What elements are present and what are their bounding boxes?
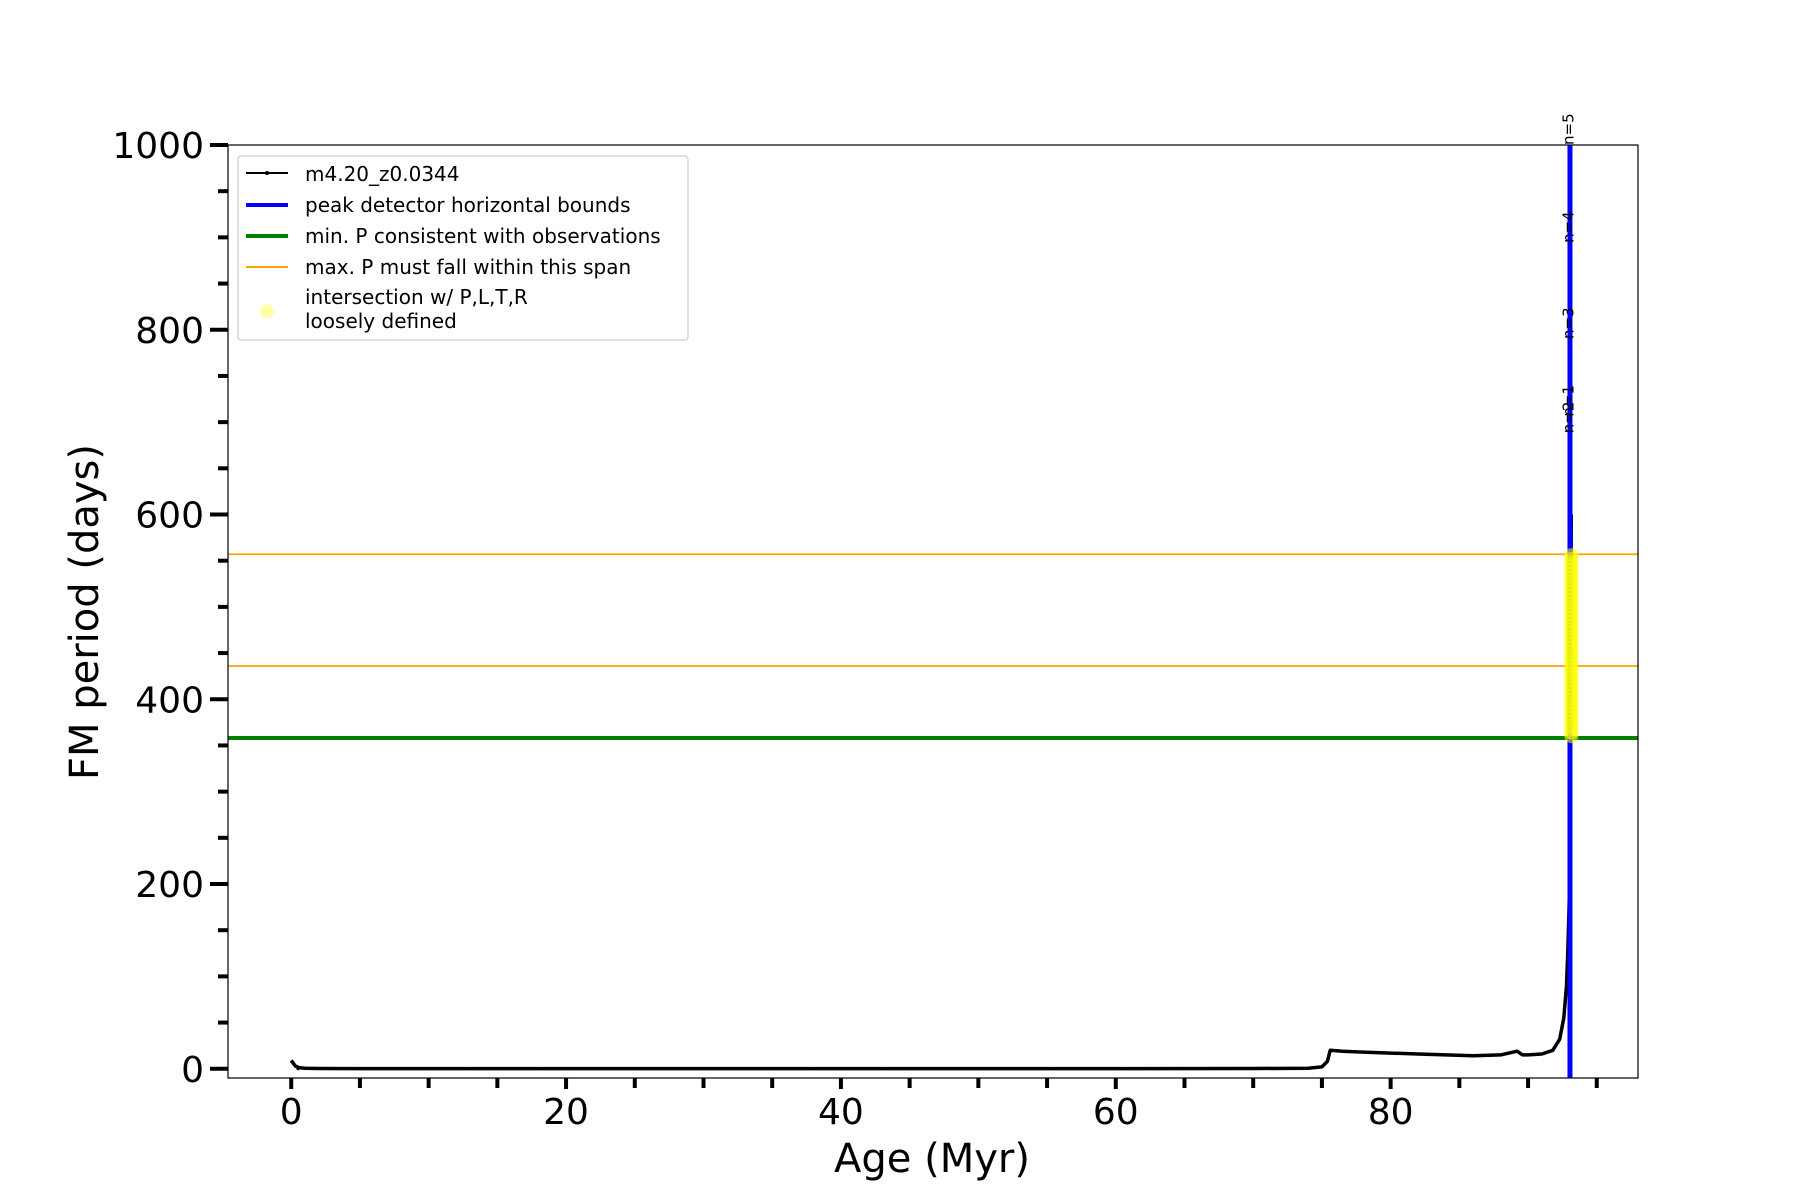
x-tick-label: 40	[818, 1092, 864, 1133]
series-marker	[399, 1066, 403, 1071]
y-tick-label: 1000	[112, 126, 204, 167]
series-marker	[502, 1066, 506, 1071]
legend-label-peak-bounds: peak detector horizontal bounds	[305, 193, 631, 217]
x-axis-ticks: 0 20 40 60 80	[280, 1078, 1599, 1133]
legend-entry-max-p: max. P must fall within this span	[246, 255, 631, 279]
series-layer	[289, 514, 1574, 1071]
x-tick-label: 60	[1093, 1092, 1139, 1133]
series-marker	[846, 1066, 850, 1071]
legend-entry-intersection: intersection w/ P,L,T,R loosely defined	[260, 285, 528, 333]
mode-annotation: n=1	[1559, 385, 1577, 417]
series-marker	[571, 1066, 575, 1071]
y-tick-label: 600	[135, 496, 204, 537]
y-axis-label: FM period (days)	[62, 444, 108, 780]
legend-label-min-p: min. P consistent with observations	[305, 224, 661, 248]
intersection-point	[1564, 548, 1579, 563]
series-marker	[1086, 1066, 1090, 1071]
series-marker	[743, 1066, 747, 1071]
legend-label-max-p: max. P must fall within this span	[305, 255, 631, 279]
x-tick-label: 20	[543, 1092, 589, 1133]
x-tick-label: 80	[1368, 1092, 1414, 1133]
series-marker	[1052, 1066, 1056, 1071]
series-marker	[296, 1066, 300, 1071]
mode-annotations: n=1n=2 n=3 n=4 n=5	[1559, 113, 1577, 433]
series-marker	[914, 1066, 919, 1071]
y-tick-label: 400	[135, 680, 204, 721]
mode-annotation: n=2	[1559, 402, 1577, 434]
y-tick-label: 200	[135, 865, 204, 906]
y-axis-ticks: 0 200 400 600 800 1000	[112, 126, 228, 1091]
series-marker	[708, 1066, 712, 1071]
y-tick-label: 800	[135, 311, 204, 352]
series-marker	[983, 1066, 987, 1071]
series-marker	[811, 1066, 816, 1071]
series-marker	[1017, 1066, 1022, 1071]
series-marker	[468, 1066, 472, 1071]
horizontal-reference-lines	[228, 553, 1638, 741]
legend-label-series: m4.20_z0.0344	[305, 162, 460, 186]
legend-label-intersection-line2: loosely defined	[305, 309, 457, 333]
series-line	[289, 514, 1574, 1071]
legend: m4.20_z0.0344 peak detector horizontal b…	[237, 155, 689, 341]
series-marker	[1189, 1066, 1193, 1071]
series-marker	[605, 1066, 609, 1071]
legend-entry-series: m4.20_z0.0344	[246, 162, 460, 186]
mode-annotation: n=3	[1559, 307, 1577, 339]
legend-label-intersection: intersection w/ P,L,T,R	[305, 285, 528, 309]
series-marker	[1224, 1066, 1228, 1071]
series-marker	[640, 1066, 644, 1071]
series-marker	[880, 1066, 884, 1071]
series-marker	[536, 1066, 541, 1071]
series-marker	[1155, 1066, 1159, 1071]
y-tick-label: 0	[181, 1050, 204, 1091]
series-marker	[365, 1066, 369, 1071]
series-marker	[777, 1066, 781, 1071]
series-marker	[330, 1066, 335, 1071]
intersection-points-layer	[1564, 548, 1579, 744]
legend-swatch-intersection	[260, 304, 274, 318]
series-marker	[949, 1066, 953, 1071]
series-marker	[433, 1066, 438, 1071]
mode-annotation: n=4	[1559, 211, 1577, 243]
mode-annotation: n=5	[1559, 113, 1577, 145]
x-axis-label: Age (Myr)	[834, 1136, 1030, 1182]
legend-entry-peak-bounds: peak detector horizontal bounds	[246, 193, 631, 217]
legend-swatch-series-marker	[265, 171, 269, 175]
series-marker	[1258, 1066, 1262, 1071]
series-marker	[1121, 1066, 1125, 1071]
x-tick-label: 0	[280, 1092, 303, 1133]
legend-entry-min-p: min. P consistent with observations	[246, 224, 661, 248]
legend-box	[237, 155, 689, 341]
plot-frame	[227, 144, 1639, 1079]
series-marker	[674, 1066, 678, 1071]
